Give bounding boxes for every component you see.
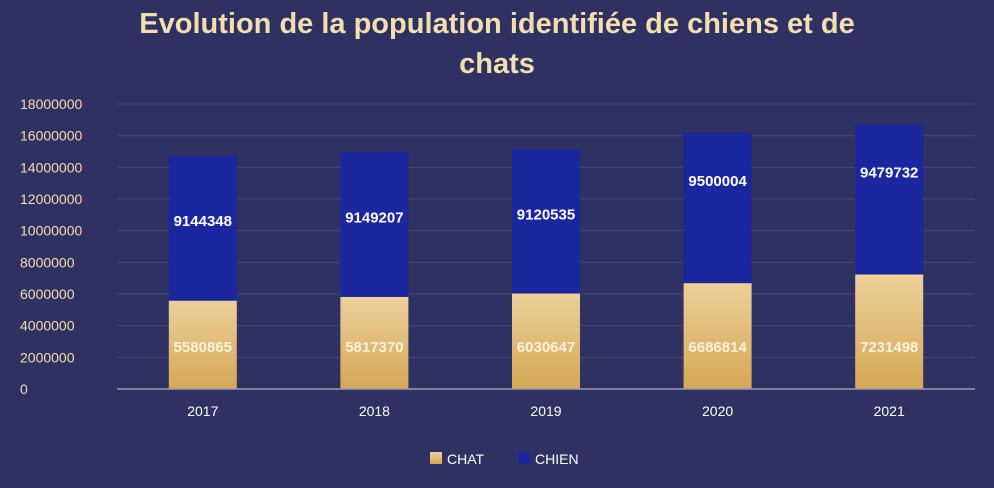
bar-chien	[340, 152, 409, 297]
y-tick-label: 2000000	[20, 349, 75, 365]
legend-label: CHAT	[447, 451, 485, 467]
x-tick-label: 2021	[874, 403, 905, 419]
bar-chien	[683, 132, 752, 284]
bar-chat	[855, 274, 924, 389]
data-label: 9120535	[517, 206, 575, 223]
y-tick-label: 12000000	[20, 191, 83, 207]
bar-chat	[512, 293, 580, 389]
bar-chat	[683, 283, 752, 389]
legend-swatch	[430, 452, 442, 464]
bar-chien	[855, 124, 924, 275]
chart-title: Evolution de la population identifiée de…	[0, 4, 994, 84]
data-label: 5817370	[345, 339, 403, 356]
y-tick-label: 16000000	[20, 128, 83, 144]
bar-chien	[512, 149, 580, 294]
data-label: 6030647	[517, 339, 575, 356]
y-tick-label: 8000000	[20, 254, 75, 270]
chart-title-line: chats	[459, 48, 535, 80]
legend-swatch	[518, 452, 530, 464]
bar-chat	[168, 300, 237, 389]
chart-title-line: Evolution de la population identifiée de…	[139, 8, 855, 40]
data-label: 6686814	[688, 339, 747, 356]
bar-chien	[168, 155, 237, 301]
data-label: 5580865	[174, 339, 232, 356]
y-tick-label: 6000000	[20, 286, 75, 302]
y-tick-label: 0	[20, 381, 28, 397]
x-tick-label: 2019	[530, 403, 561, 419]
data-label: 7231498	[860, 339, 918, 356]
data-label: 9500004	[688, 173, 747, 190]
legend-label: CHIEN	[535, 451, 579, 467]
x-tick-label: 2018	[359, 403, 390, 419]
data-label: 9149207	[345, 209, 403, 226]
y-tick-label: 10000000	[20, 223, 83, 239]
data-label: 9144348	[174, 213, 232, 230]
bar-chat	[340, 296, 409, 389]
data-label: 9479732	[860, 164, 918, 181]
x-tick-label: 2017	[187, 403, 218, 419]
y-tick-label: 14000000	[20, 159, 83, 175]
x-tick-label: 2020	[702, 403, 733, 419]
y-tick-label: 18000000	[20, 96, 83, 112]
y-tick-label: 4000000	[20, 318, 75, 334]
